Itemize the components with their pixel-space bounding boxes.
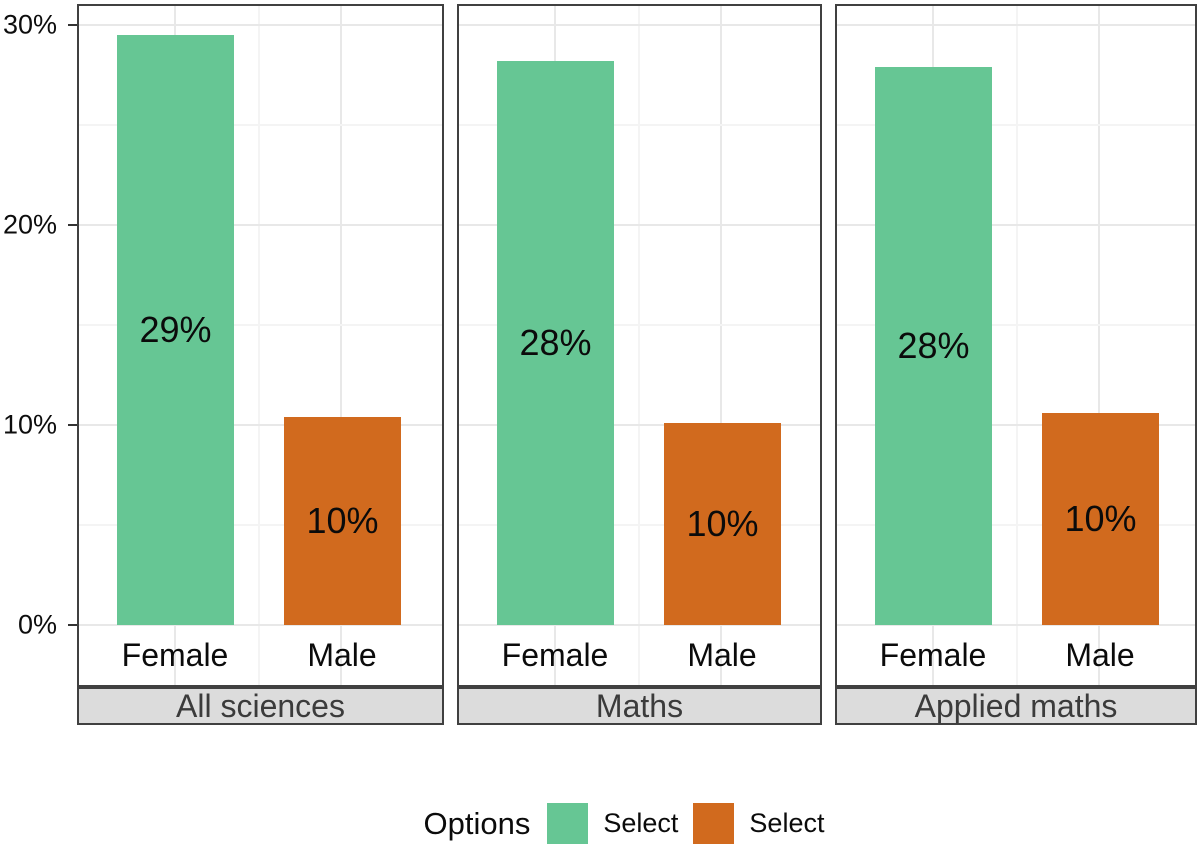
bar-male: 10% — [1042, 413, 1159, 625]
gridline — [837, 424, 1195, 426]
plot-panel: 28% 10% Female Male — [835, 4, 1197, 687]
plot-panel: 29% 10% Female Male — [77, 4, 444, 687]
facet-maths: 28% 10% Female Male Maths — [457, 4, 822, 725]
gridline — [79, 524, 442, 526]
y-tick-mark — [68, 624, 77, 626]
gridline — [459, 424, 820, 426]
bar-value-label: 28% — [897, 325, 970, 366]
facet-strip-label: Maths — [457, 687, 822, 725]
gridline — [459, 624, 820, 626]
bar-female: 29% — [117, 35, 234, 625]
gridline — [79, 24, 442, 26]
y-tick-label-20: 20% — [2, 209, 57, 240]
bar-value-label: 29% — [139, 309, 212, 350]
facet-all-sciences: 29% 10% Female Male All sciences — [77, 4, 444, 725]
x-axis-label-female: Female — [121, 637, 229, 673]
gridline — [340, 6, 342, 685]
legend-swatch-green — [547, 803, 589, 844]
gridline — [720, 6, 722, 685]
gridline — [1016, 6, 1018, 685]
bar-male: 10% — [284, 417, 401, 625]
gridline — [79, 624, 442, 626]
gridline — [459, 224, 820, 226]
bar-value-label: 10% — [686, 503, 759, 544]
gridline — [459, 524, 820, 526]
x-axis-label-male: Male — [687, 637, 757, 673]
y-tick-label-0: 0% — [17, 609, 57, 640]
bar-female: 28% — [875, 67, 992, 625]
gridline — [459, 24, 820, 26]
gridline — [837, 324, 1195, 326]
x-axis-label-male: Male — [1065, 637, 1135, 673]
legend-item-label: Select — [603, 808, 679, 838]
bar-female: 28% — [497, 61, 614, 625]
gridline — [79, 224, 442, 226]
gridline — [79, 324, 442, 326]
x-axis-label-male: Male — [307, 637, 377, 673]
bar-value-label: 10% — [1064, 498, 1137, 539]
y-tick-mark — [68, 24, 77, 26]
facet-strip-label: Applied maths — [835, 687, 1197, 725]
gridline — [79, 424, 442, 426]
gridline — [837, 524, 1195, 526]
y-tick-mark — [68, 424, 77, 426]
gridline — [459, 124, 820, 126]
legend: Options Select Select — [24, 803, 1200, 844]
gridline — [837, 224, 1195, 226]
facet-applied-maths: 28% 10% Female Male Applied maths — [835, 4, 1197, 725]
gridline — [837, 124, 1195, 126]
legend-swatch-orange — [693, 803, 735, 844]
x-axis-label-female: Female — [879, 637, 987, 673]
plot-panel: 28% 10% Female Male — [457, 4, 822, 687]
bar-value-label: 10% — [306, 500, 379, 541]
legend-item-label: Select — [749, 808, 825, 838]
gridline — [459, 324, 820, 326]
bar-value-label: 28% — [519, 322, 592, 363]
gridline — [258, 6, 260, 685]
gridline — [1098, 6, 1100, 685]
x-axis-label-female: Female — [501, 637, 609, 673]
gridline — [837, 624, 1195, 626]
facet-strip-label: All sciences — [77, 687, 444, 725]
gridline — [837, 24, 1195, 26]
y-tick-mark — [68, 224, 77, 226]
bar-male: 10% — [664, 423, 781, 625]
gridline — [79, 124, 442, 126]
y-tick-label-10: 10% — [2, 409, 57, 440]
legend-title: Options — [423, 805, 531, 841]
y-tick-label-30: 30% — [2, 9, 57, 40]
gridline — [638, 6, 640, 685]
